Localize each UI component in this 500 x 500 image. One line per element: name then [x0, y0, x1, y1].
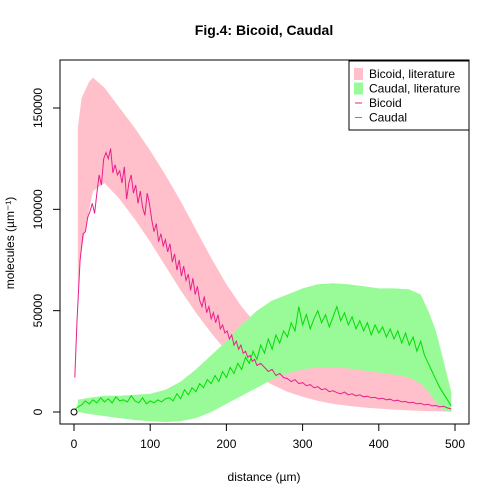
- x-tick-label: 500: [445, 437, 465, 451]
- x-tick-label: 100: [140, 437, 160, 451]
- legend-label-caudal-literature: Caudal, literature: [369, 82, 461, 96]
- legend-swatch-caudal-literature: [354, 82, 363, 95]
- y-tick-label: 50000: [31, 294, 45, 328]
- x-tick-label: 300: [293, 437, 313, 451]
- y-tick-label: 0: [31, 408, 45, 415]
- origin-marker: [70, 408, 78, 416]
- legend-label-bicoid-literature: Bicoid, literature: [369, 67, 455, 81]
- legend-label-caudal: Caudal: [369, 111, 407, 125]
- y-axis: 0 50000 100000 150000: [31, 88, 61, 415]
- bicoid-line: [74, 148, 452, 410]
- x-tick-label: 200: [216, 437, 236, 451]
- x-tick-label: 0: [71, 437, 78, 451]
- x-axis-label: distance (µm): [228, 470, 301, 484]
- x-tick-label: 400: [369, 437, 389, 451]
- y-axis-label: molecules (µm⁻¹): [3, 197, 17, 290]
- legend-swatch-bicoid-literature: [354, 68, 363, 80]
- legend-label-bicoid: Bicoid: [369, 96, 402, 110]
- x-axis: 0 100 200 300 400 500: [71, 423, 465, 451]
- chart-title: Fig.4: Bicoid, Caudal: [195, 22, 333, 38]
- y-tick-label: 150000: [31, 88, 45, 128]
- legend-box: [348, 60, 470, 131]
- y-tick-label: 100000: [31, 189, 45, 229]
- annotations: [70, 408, 78, 416]
- data-series: [74, 148, 452, 411]
- caudal-line: [74, 304, 452, 411]
